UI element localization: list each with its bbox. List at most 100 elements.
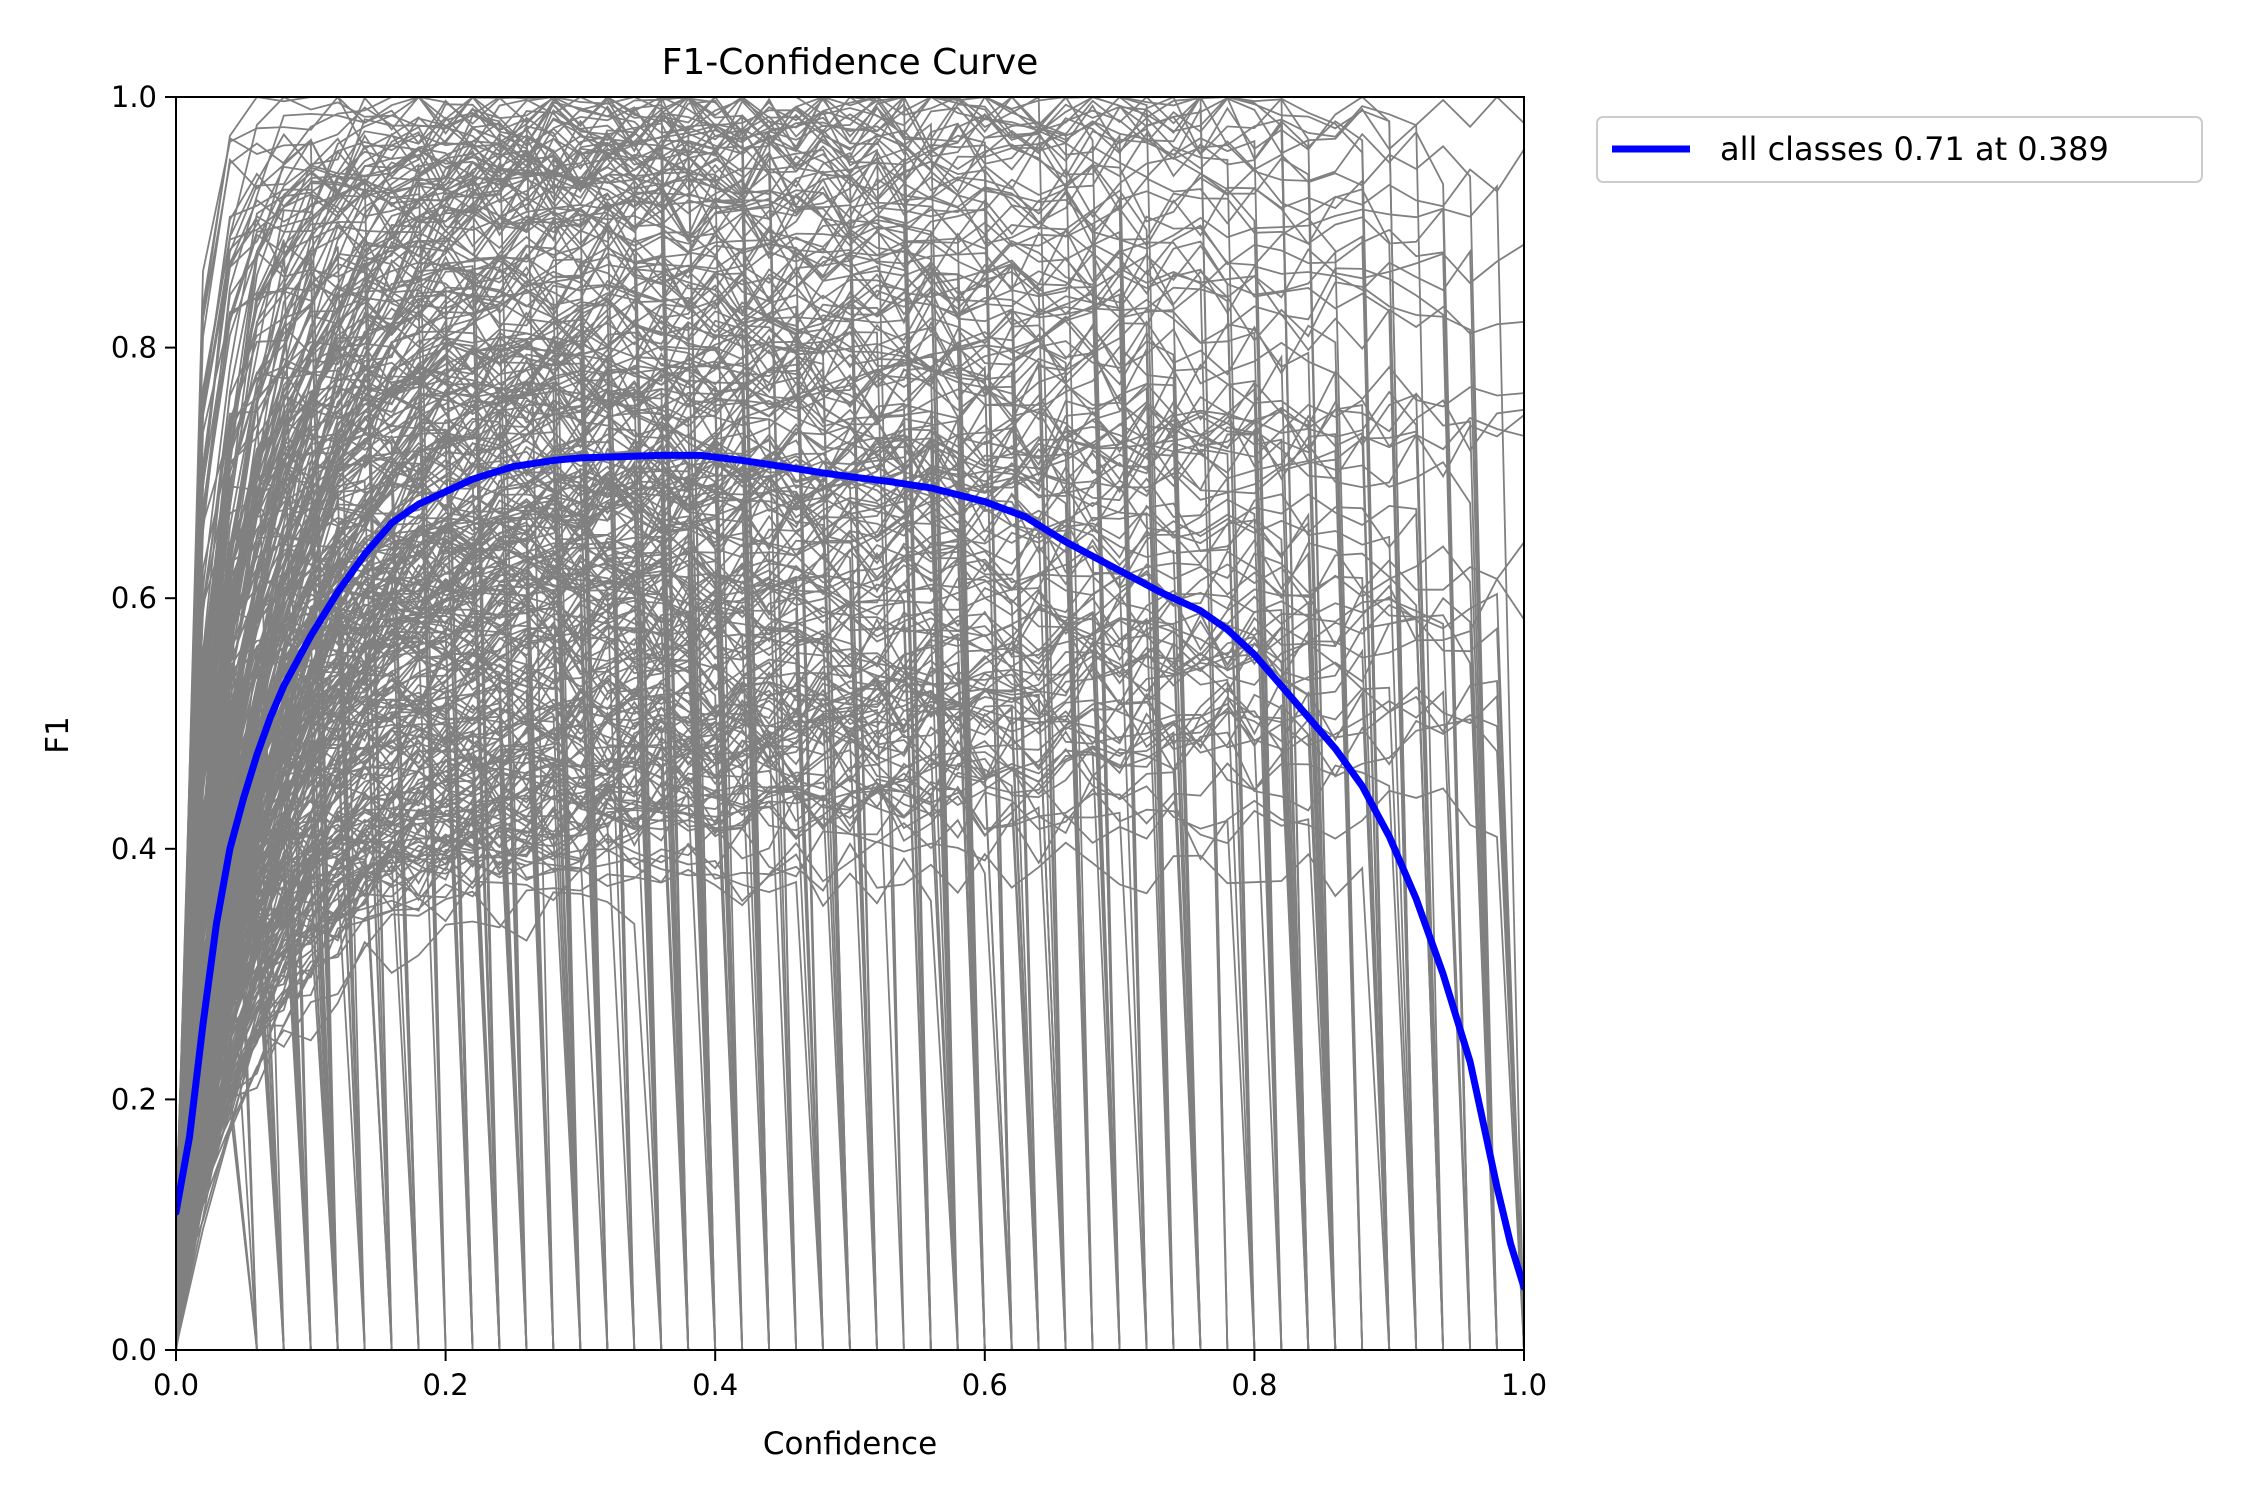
class-curve [176, 106, 690, 1350]
class-curve [176, 552, 878, 1350]
class-curve [176, 787, 1524, 1350]
class-curve [176, 383, 1202, 1350]
class-curve [176, 890, 663, 1350]
class-curve [176, 331, 1094, 1350]
class-curve [176, 164, 1283, 1350]
all-classes-curve-layer [176, 451, 1524, 1291]
class-curve [176, 231, 1256, 1350]
class-curve [176, 130, 797, 1350]
class-curve [176, 711, 851, 1350]
class-curve [176, 293, 1148, 1350]
x-tick-label: 0.4 [692, 1368, 738, 1402]
class-curve [176, 861, 420, 1350]
class-curve [176, 304, 636, 1350]
class-curve [176, 138, 339, 1350]
class-curve [176, 97, 1524, 1350]
class-curve [176, 493, 1418, 1350]
y-tick-label: 1.0 [111, 80, 157, 114]
class-curve [176, 392, 1498, 1350]
class-curve [176, 604, 1444, 1350]
class-curve [176, 97, 1121, 1350]
class-curve [176, 393, 1444, 1350]
class-curve [176, 97, 1067, 1350]
class-curve [176, 614, 1498, 1350]
class-curve [176, 145, 797, 1350]
class-curve [176, 281, 1498, 1350]
class-curve [176, 157, 1337, 1350]
class-curve [176, 633, 851, 1350]
x-tick-label: 1.0 [1501, 1368, 1547, 1402]
class-curve [176, 369, 1040, 1350]
class-curve [176, 880, 366, 1350]
per-class-curves [176, 97, 1524, 1350]
class-curve [176, 743, 744, 1350]
class-curve [176, 121, 1310, 1350]
class-curve [176, 267, 1471, 1350]
class-curve [176, 252, 1148, 1350]
class-curve [176, 182, 959, 1350]
class-curve [176, 589, 1337, 1350]
class-curve [176, 162, 447, 1350]
legend: all classes 0.71 at 0.389 [1596, 116, 2203, 183]
y-tick-label: 0.0 [111, 1333, 157, 1367]
class-curve [176, 122, 1013, 1350]
class-curve [176, 638, 717, 1350]
class-curve [176, 493, 744, 1350]
class-curve [176, 327, 1364, 1350]
class-curve [176, 552, 1391, 1350]
class-curve [176, 708, 905, 1350]
class-curve [176, 125, 717, 1350]
class-curve [176, 264, 1040, 1350]
class-curve [176, 853, 959, 1350]
legend-frame [1596, 116, 2203, 183]
class-curve [176, 320, 1364, 1350]
class-curve [176, 545, 1498, 1350]
class-curve [176, 690, 1471, 1350]
class-curve [176, 482, 851, 1350]
class-curve [176, 170, 690, 1350]
all-classes-curve [176, 451, 1524, 1291]
class-curve [176, 541, 690, 1350]
class-curve [176, 415, 1283, 1350]
class-curve [176, 404, 1391, 1350]
class-curve [176, 346, 1175, 1350]
class-curve [176, 97, 959, 1350]
y-tick-label: 0.8 [111, 331, 157, 365]
class-curve [176, 470, 1283, 1350]
class-curve [176, 240, 1229, 1350]
class-curve [176, 541, 1524, 1343]
x-tick-label: 0.2 [423, 1368, 469, 1402]
class-curve [176, 679, 1524, 1350]
y-axis-ticks: 0.0 0.2 0.4 0.6 0.8 1.0 [111, 80, 176, 1367]
class-curve [176, 115, 1256, 1350]
class-curve [176, 97, 1337, 1350]
class-curve [176, 782, 717, 1350]
class-curve [176, 250, 959, 1350]
y-tick-label: 0.2 [111, 1082, 157, 1116]
class-curve [176, 781, 1148, 1350]
class-curve [176, 332, 609, 1350]
class-curve [176, 390, 1444, 1350]
class-curve [176, 774, 1256, 1350]
class-curve [176, 589, 1121, 1350]
x-tick-label: 0.0 [153, 1368, 199, 1402]
class-curve [176, 425, 1202, 1350]
class-curve [176, 321, 986, 1350]
class-curve [176, 718, 1524, 1350]
class-curve [176, 493, 1444, 1350]
class-curve [176, 725, 1121, 1350]
class-curve [176, 686, 1524, 1350]
class-curve [176, 551, 1444, 1350]
class-curve [176, 252, 582, 1350]
legend-label-all-classes: all classes 0.71 at 0.389 [1720, 130, 2109, 168]
class-curve [176, 97, 1444, 1350]
class-curve [176, 357, 582, 1350]
class-curve [176, 143, 690, 1350]
class-curve [176, 414, 1524, 1238]
x-axis-ticks: 0.0 0.2 0.4 0.6 0.8 1.0 [153, 1350, 1547, 1402]
class-curve [176, 328, 905, 1350]
class-curve [176, 321, 1067, 1350]
class-curve [176, 137, 1283, 1350]
